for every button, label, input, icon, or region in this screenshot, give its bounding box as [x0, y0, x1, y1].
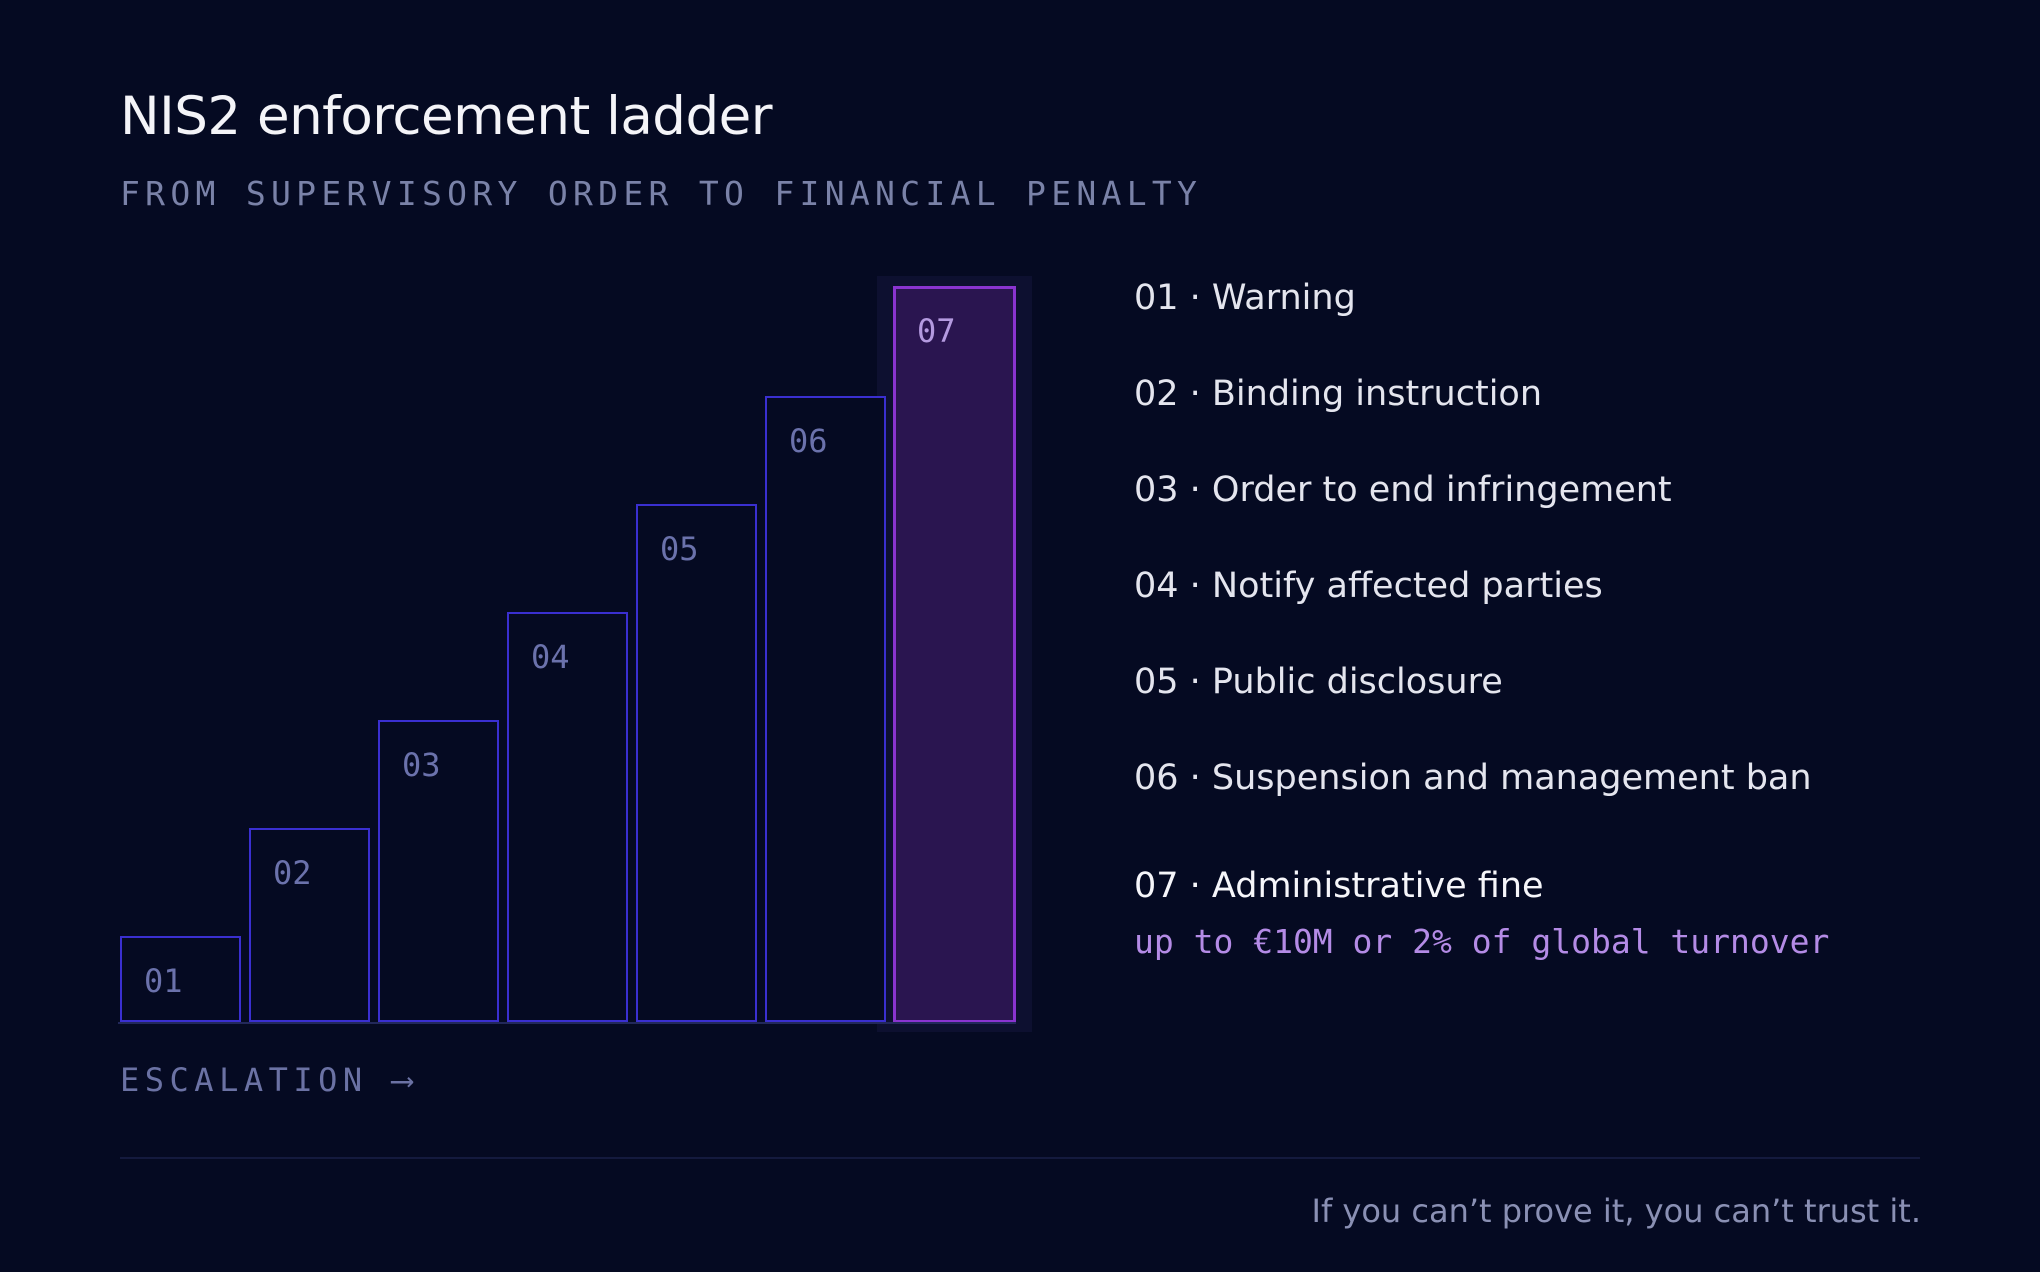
list-item-notify-parties: 04 · Notify affected parties: [1134, 566, 1603, 606]
footer-divider: [120, 1157, 1920, 1159]
list-item-warning: 01 · Warning: [1134, 278, 1356, 318]
ladder-step-03: 03: [378, 720, 499, 1022]
step-label: 02: [273, 854, 312, 892]
fine-amount-note: up to €10M or 2% of global turnover: [1134, 922, 1830, 961]
ladder-step-01: 01: [120, 936, 241, 1022]
ladder-step-05: 05: [636, 504, 757, 1022]
ladder-step-02: 02: [249, 828, 370, 1022]
step-label: 01: [144, 962, 183, 1000]
ladder-step-07: 07: [893, 286, 1016, 1023]
page-title: NIS2 enforcement ladder: [120, 86, 772, 147]
list-item-public-disclosure: 05 · Public disclosure: [1134, 662, 1503, 702]
ladder-step-06: 06: [765, 396, 886, 1022]
ladder-step-04: 04: [507, 612, 628, 1022]
escalation-axis-label: ESCALATION ⟶: [120, 1061, 418, 1099]
step-label: 06: [789, 422, 828, 460]
list-item-order-to-end: 03 · Order to end infringement: [1134, 470, 1672, 510]
step-label: 04: [531, 638, 570, 676]
step-label: 03: [402, 746, 441, 784]
list-item-binding-instruction: 02 · Binding instruction: [1134, 374, 1543, 414]
list-item-administrative-fine: 07 · Administrative fine: [1134, 866, 1544, 906]
ladder-baseline: [118, 1022, 1016, 1024]
list-item-suspension: 06 · Suspension and management ban: [1134, 758, 1812, 798]
footer-tagline: If you can’t prove it, you can’t trust i…: [1311, 1192, 1921, 1230]
step-label: 07: [917, 312, 956, 350]
page-subtitle: FROM SUPERVISORY ORDER TO FINANCIAL PENA…: [120, 174, 1203, 213]
step-label: 05: [660, 530, 699, 568]
